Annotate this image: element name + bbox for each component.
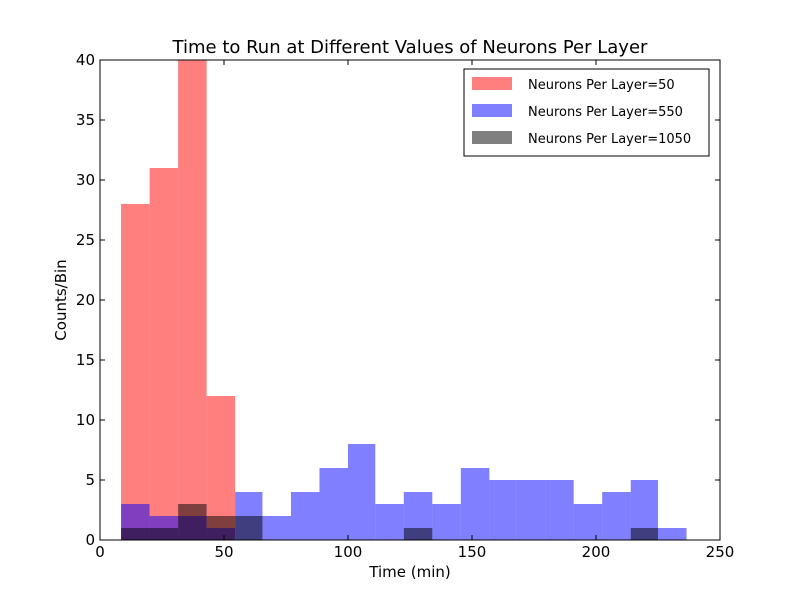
- x-tick-label: 0: [95, 543, 105, 561]
- ticks-layer: 0 50 100 150 200 250 0 5 10 15 20 25 30 35 40: [76, 51, 734, 561]
- bar-series-3-bin-6: [403, 528, 433, 540]
- bar-series-3-bin-7: [630, 528, 658, 540]
- bar-series-2-bin-15: [516, 480, 546, 540]
- bar-series-3-bin-1: [121, 528, 150, 540]
- bar-series-2-bin-9: [348, 444, 376, 540]
- bar-series-3-bin-2: [149, 528, 179, 540]
- bar-series-2-bin-6: [262, 516, 291, 540]
- y-tick-label: 5: [85, 471, 95, 489]
- series-3: [121, 504, 658, 540]
- bar-series-2-bin-14: [489, 480, 517, 540]
- y-tick-label: 25: [76, 231, 95, 249]
- bar-series-2-bin-13: [460, 468, 490, 540]
- x-tick-label: 200: [582, 543, 611, 561]
- bar-series-2-bin-12: [432, 504, 461, 540]
- y-tick-label: 40: [76, 51, 95, 69]
- x-tick-label: 100: [334, 543, 363, 561]
- bar-series-1-bin-3: [178, 60, 207, 540]
- legend-label-1: Neurons Per Layer=50: [528, 78, 675, 93]
- legend-label-3: Neurons Per Layer=1050: [528, 132, 691, 147]
- x-tick-label: 150: [458, 543, 487, 561]
- y-axis-label: Counts/Bin: [52, 259, 70, 340]
- legend: Neurons Per Layer=50 Neurons Per Layer=55…: [463, 68, 710, 157]
- legend-swatch-2: [472, 104, 512, 117]
- legend-swatch-3: [472, 131, 512, 144]
- x-tick-label: 50: [214, 543, 233, 561]
- bar-series-2-bin-20: [658, 528, 687, 540]
- bar-series-2-bin-7: [290, 492, 320, 540]
- legend-swatch-1: [472, 77, 512, 90]
- legend-label-2: Neurons Per Layer=550: [528, 105, 683, 120]
- chart-title: Time to Run at Different Values of Neuro…: [172, 37, 648, 58]
- bar-series-3-bin-3: [178, 504, 207, 540]
- bar-series-3-bin-5: [235, 516, 263, 540]
- series-1: [121, 60, 236, 540]
- y-tick-label: 30: [76, 171, 95, 189]
- x-axis-label: Time (min): [368, 563, 450, 581]
- bars-layer: [121, 60, 687, 540]
- bar-series-2-bin-18: [602, 492, 631, 540]
- bar-series-1-bin-1: [121, 204, 150, 540]
- bar-series-2-bin-10: [375, 504, 404, 540]
- y-tick-label: 10: [76, 411, 95, 429]
- y-tick-label: 0: [85, 531, 95, 549]
- bar-series-3-bin-4: [206, 516, 236, 540]
- bar-series-2-bin-17: [573, 504, 603, 540]
- y-tick-label: 20: [76, 291, 95, 309]
- x-tick-label: 250: [706, 543, 735, 561]
- y-tick-label: 35: [76, 111, 95, 129]
- bar-series-2-bin-8: [319, 468, 348, 540]
- bar-series-2-bin-16: [545, 480, 574, 540]
- y-tick-label: 15: [76, 351, 95, 369]
- bar-series-1-bin-2: [149, 168, 179, 540]
